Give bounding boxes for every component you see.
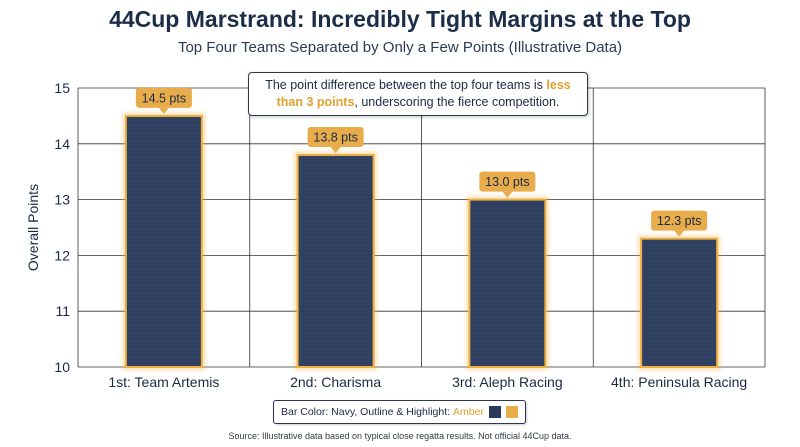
data-label-text: 14.5 pts	[142, 91, 186, 105]
y-tick-label: 14	[54, 136, 70, 152]
bar	[468, 198, 547, 368]
y-tick-label: 11	[55, 303, 70, 319]
chart-subtitle: Top Four Teams Separated by Only a Few P…	[177, 39, 623, 56]
data-label-text: 13.8 pts	[313, 130, 357, 144]
data-label-box	[651, 210, 708, 231]
data-label: 12.3 pts	[651, 210, 708, 237]
callout-text-before: The point difference between the top fou…	[265, 78, 547, 92]
y-tick-label: 10	[54, 359, 70, 375]
chart-title: 44Cup Marstrand: Incredibly Tight Margin…	[109, 6, 691, 32]
data-label-pointer	[674, 230, 685, 237]
x-tick-label: 3rd: Aleph Racing	[452, 374, 563, 390]
y-tick-label: 13	[54, 192, 70, 208]
legend-amber-word: Amber	[453, 406, 484, 418]
annotation-callout: The point difference between the top fou…	[248, 72, 588, 116]
bar	[296, 153, 375, 368]
data-label-box	[135, 87, 192, 108]
callout-highlight: less than 3 points	[276, 78, 571, 109]
legend-label: Bar Color: Navy, Outline & Highlight:	[281, 406, 451, 418]
y-axis-label: Overall Points	[25, 184, 41, 271]
data-label: 13.8 pts	[307, 126, 364, 153]
bars-group	[122, 112, 721, 371]
source-note: Source: Illustrative data based on typic…	[228, 431, 572, 441]
y-tick-label: 15	[54, 80, 70, 96]
axes-group: 10 11 12 13 14 15 Overall Points 1st: Team Arte…	[25, 80, 747, 390]
data-label: 14.5 pts	[135, 87, 192, 114]
x-tick-label: 2nd: Charisma	[290, 374, 381, 390]
bar	[124, 114, 203, 369]
x-tick-label: 1st: Team Artemis	[108, 374, 219, 390]
y-tick-label: 12	[54, 247, 70, 263]
legend-swatch-navy	[488, 406, 501, 418]
data-labels-group: 14.5 pts 13.8 pts 13.0 pts 12.3 pts	[135, 87, 708, 237]
bar	[640, 237, 719, 368]
data-label-box	[479, 171, 536, 192]
data-label: 13.0 pts	[479, 171, 536, 198]
data-label-box	[307, 126, 364, 147]
callout-text-after: , underscoring the fierce competition.	[354, 95, 560, 109]
data-label-text: 13.0 pts	[485, 175, 529, 189]
legend-box: Bar Color: Navy, Outline & Highlight: Am…	[273, 400, 526, 424]
x-tick-label: 4th: Peninsula Racing	[611, 374, 747, 390]
legend-swatch-amber	[505, 406, 518, 418]
data-label-pointer	[158, 107, 169, 114]
data-label-pointer	[330, 146, 341, 153]
data-label-text: 12.3 pts	[657, 214, 701, 228]
data-label-pointer	[502, 191, 513, 198]
